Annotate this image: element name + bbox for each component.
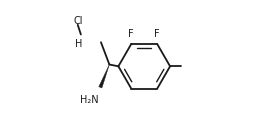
- Text: H: H: [75, 39, 83, 49]
- Polygon shape: [99, 64, 109, 88]
- Text: F: F: [154, 29, 160, 39]
- Text: F: F: [129, 29, 134, 39]
- Text: H₂N: H₂N: [80, 95, 99, 105]
- Text: Cl: Cl: [73, 16, 83, 26]
